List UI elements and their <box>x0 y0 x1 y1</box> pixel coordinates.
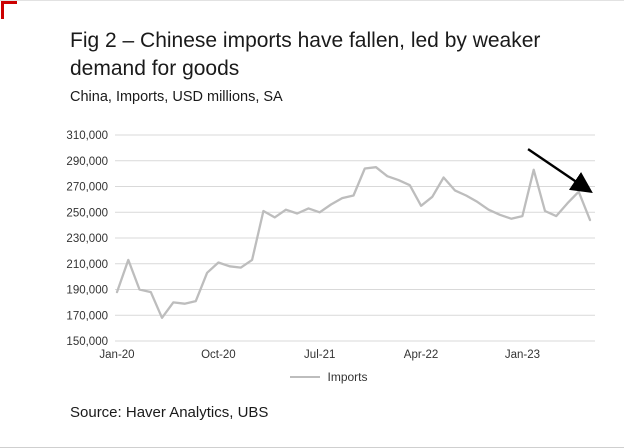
y-tick-label: 250,000 <box>66 207 108 219</box>
y-tick-label: 170,000 <box>66 310 108 322</box>
chart-legend: Imports <box>58 370 600 384</box>
y-tick-label: 210,000 <box>66 259 108 271</box>
x-tick-label: Jul-21 <box>304 349 335 361</box>
source-text: Source: Haver Analytics, UBS <box>70 403 269 421</box>
x-tick-label: Jan-20 <box>99 349 134 361</box>
x-tick-label: Oct-20 <box>201 349 236 361</box>
imports-line <box>115 165 592 319</box>
y-tick-label: 150,000 <box>66 336 108 348</box>
imports-legend-label: Imports <box>327 369 368 384</box>
red-corner-mark <box>1 1 17 19</box>
decline-arrow <box>527 148 593 193</box>
figure-title: Fig 2 – Chinese imports have fallen, led… <box>70 29 541 80</box>
figure-subtitle: China, Imports, USD millions, SA <box>70 88 283 105</box>
imports-legend-line <box>290 375 321 378</box>
figure-content: Fig 2 – Chinese imports have fallen, led… <box>0 1 624 421</box>
chart-canvas: 150,000 170,000 190,000 210,000 230,000 250,0… <box>66 130 595 361</box>
y-tick-label: 290,000 <box>66 156 108 168</box>
y-tick-label: 230,000 <box>66 233 108 245</box>
y-tick-label: 270,000 <box>66 181 108 193</box>
x-tick-label: Jan-23 <box>505 349 540 361</box>
imports-line-chart: 150,000 170,000 190,000 210,000 230,000 250,0… <box>58 123 624 368</box>
y-tick-label: 310,000 <box>66 130 108 142</box>
x-tick-label: Apr-22 <box>404 349 439 361</box>
y-tick-label: 190,000 <box>66 284 108 296</box>
